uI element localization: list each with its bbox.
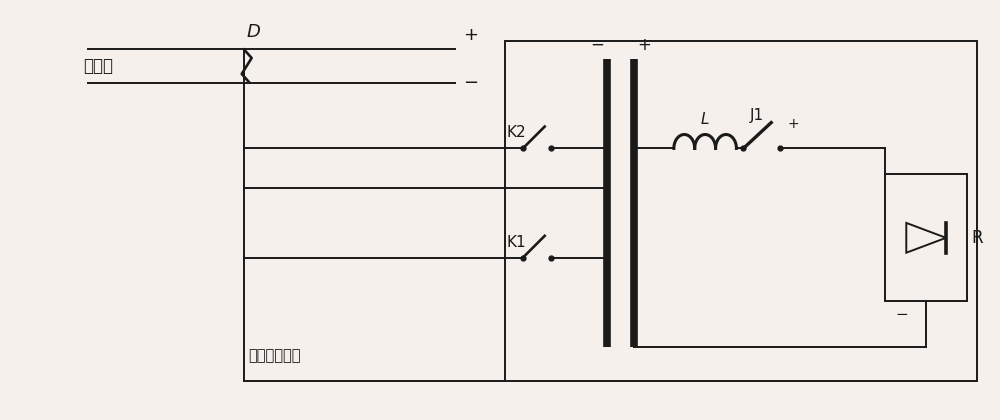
Text: +: + — [463, 26, 478, 44]
Text: K2: K2 — [507, 126, 527, 140]
Text: 接触网: 接触网 — [83, 57, 113, 75]
Text: R: R — [972, 229, 983, 247]
Text: J1: J1 — [750, 108, 764, 123]
Text: +: + — [787, 116, 799, 131]
Text: K1: K1 — [507, 235, 527, 250]
Bar — [505, 41, 977, 381]
Text: L: L — [701, 112, 709, 126]
Text: −: − — [590, 36, 604, 54]
Text: 直流馈出电缆: 直流馈出电缆 — [249, 348, 301, 363]
Text: D: D — [247, 23, 261, 41]
Bar — [885, 174, 967, 302]
Text: +: + — [637, 36, 651, 54]
Text: −: − — [895, 307, 908, 323]
Text: −: − — [463, 74, 478, 92]
